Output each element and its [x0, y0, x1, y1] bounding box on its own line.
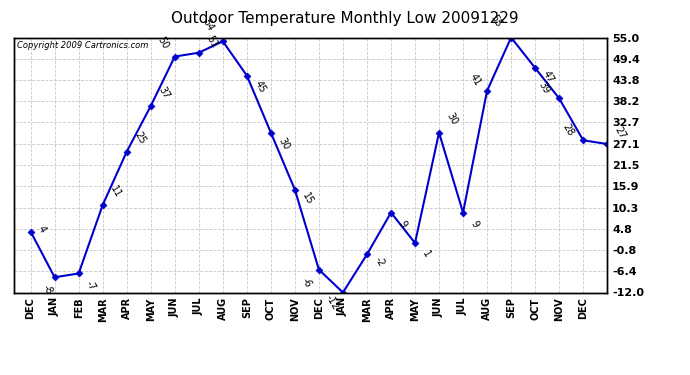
Text: -7: -7 — [84, 279, 98, 293]
Text: 27: 27 — [613, 126, 628, 141]
Text: 9: 9 — [469, 219, 480, 229]
Text: 37: 37 — [157, 85, 171, 100]
Text: 50: 50 — [155, 35, 170, 51]
Text: 30: 30 — [444, 111, 460, 127]
Text: 51: 51 — [204, 34, 219, 50]
Text: -6: -6 — [299, 276, 313, 289]
Text: 45: 45 — [253, 79, 267, 95]
Text: 41: 41 — [468, 72, 482, 88]
Text: 28: 28 — [561, 122, 575, 138]
Text: 30: 30 — [277, 136, 291, 152]
Text: -8: -8 — [41, 284, 55, 297]
Text: 25: 25 — [132, 130, 147, 146]
Text: 11: 11 — [108, 184, 123, 200]
Text: -12: -12 — [324, 293, 340, 312]
Text: 15: 15 — [300, 191, 315, 206]
Text: 1: 1 — [421, 249, 432, 260]
Text: 9: 9 — [397, 219, 408, 229]
Text: 55: 55 — [489, 13, 504, 29]
Text: 4: 4 — [36, 224, 48, 234]
Text: 47: 47 — [541, 69, 555, 85]
Text: -2: -2 — [373, 255, 386, 268]
Text: Copyright 2009 Cartronics.com: Copyright 2009 Cartronics.com — [17, 41, 148, 50]
Text: Outdoor Temperature Monthly Low 20091229: Outdoor Temperature Monthly Low 20091229 — [171, 11, 519, 26]
Text: 39: 39 — [537, 80, 552, 96]
Text: 54: 54 — [201, 17, 215, 33]
